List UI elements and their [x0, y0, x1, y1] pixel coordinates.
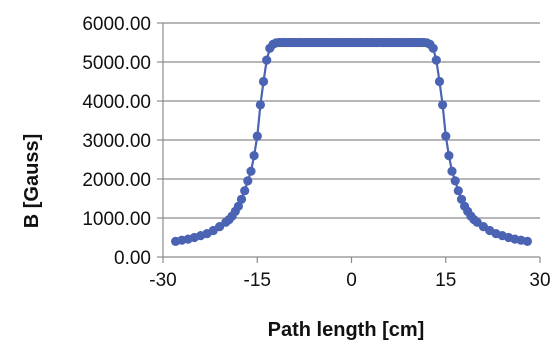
y-axis-title: B [Gauss]	[21, 134, 43, 228]
y-tick-label-3: 3000.00	[82, 131, 151, 152]
data-point	[255, 100, 265, 110]
data-point	[453, 186, 463, 196]
y-tick-labels: 0.00 1000.00 2000.00 3000.00 4000.00 5000.00 6…	[82, 14, 151, 269]
data-point	[522, 236, 533, 246]
data-point	[240, 186, 250, 196]
series-field-strength	[171, 37, 533, 246]
data-point	[246, 166, 256, 176]
y-tick-label-1: 1000.00	[82, 209, 151, 230]
grid-lines	[163, 22, 540, 219]
data-point	[441, 131, 451, 141]
x-tick-label-3: 15	[435, 270, 456, 291]
data-point	[444, 151, 454, 161]
x-axis-title: Path length [cm]	[268, 319, 425, 341]
data-point	[258, 76, 269, 87]
data-point	[438, 100, 448, 110]
data-point	[428, 43, 438, 53]
data-point	[447, 166, 457, 176]
series-line-0	[175, 41, 528, 243]
data-point	[456, 194, 467, 204]
x-tick-label-1: -15	[244, 270, 271, 291]
data-point	[431, 55, 441, 65]
data-point	[450, 176, 460, 186]
x-tick-label-2: 0	[346, 270, 357, 291]
data-point	[243, 176, 253, 186]
data-point	[249, 151, 259, 161]
x-tick-label-4: 30	[529, 270, 550, 291]
data-point	[252, 131, 262, 141]
y-tick-label-4: 4000.00	[82, 92, 151, 113]
data-point	[262, 55, 272, 65]
y-tick-label-0: 0.00	[114, 248, 151, 269]
x-tick-labels: -30 -15 0 15 30	[149, 270, 550, 291]
axes	[157, 22, 541, 263]
data-point	[236, 194, 247, 204]
data-point	[434, 76, 445, 87]
data-point	[233, 201, 243, 211]
y-tick-label-5: 5000.00	[82, 53, 151, 74]
x-tick-label-0: -30	[149, 270, 176, 291]
y-tick-label-2: 2000.00	[82, 170, 151, 191]
y-tick-label-6: 6000.00	[82, 14, 151, 35]
